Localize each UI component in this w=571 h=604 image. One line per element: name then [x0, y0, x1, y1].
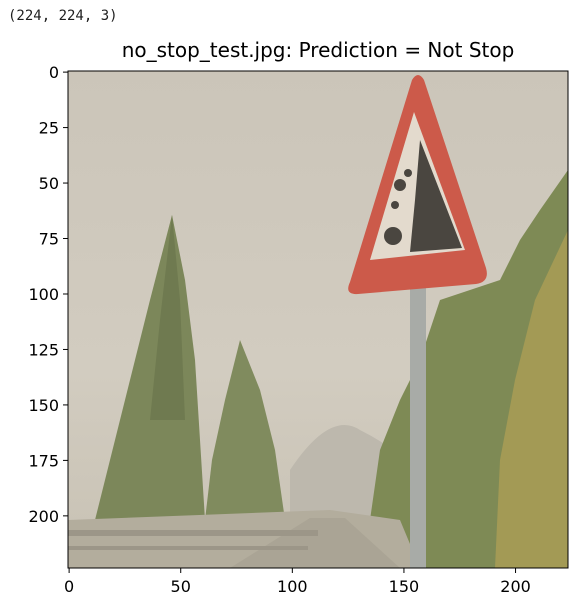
x-tick-label: 0: [64, 577, 74, 596]
x-axis: 0 50 100 150 200: [64, 568, 531, 596]
y-tick-label: 100: [28, 285, 59, 304]
x-tick-label: 100: [277, 577, 308, 596]
y-tick-label: 125: [28, 340, 59, 359]
displayed-image: [68, 71, 568, 568]
road: [230, 518, 400, 568]
y-tick-label: 25: [39, 119, 59, 138]
y-tick-label: 75: [39, 230, 59, 249]
guard-rail: [68, 530, 318, 536]
x-tick-label: 200: [500, 577, 531, 596]
plot-title: no_stop_test.jpg: Prediction = Not Stop: [121, 38, 515, 62]
y-axis: 0 25 50 75 100 125 150 175 200: [28, 63, 68, 526]
axes-frame: [67, 70, 569, 569]
tree-right-yellow: [495, 230, 568, 568]
rockfall-cliff-symbol: [410, 140, 462, 252]
y-tick-label: 150: [28, 396, 59, 415]
y-tick-label: 175: [28, 451, 59, 470]
y-tick-label: 50: [39, 174, 59, 193]
sign-pole: [410, 285, 426, 568]
y-tick-label: 0: [49, 63, 59, 82]
guard-rail-lower: [68, 546, 308, 550]
rock-symbol-3: [404, 169, 412, 177]
x-tick-label: 150: [389, 577, 420, 596]
rock-symbol-1: [384, 227, 402, 245]
y-tick-label: 200: [28, 507, 59, 526]
notebook-output-shape: (224, 224, 3): [8, 8, 118, 24]
tree-middle: [205, 340, 285, 520]
x-tick-label: 50: [171, 577, 191, 596]
rock-symbol-4: [391, 201, 399, 209]
rock-symbol-2: [394, 179, 406, 191]
tree-left-shade: [150, 215, 185, 420]
